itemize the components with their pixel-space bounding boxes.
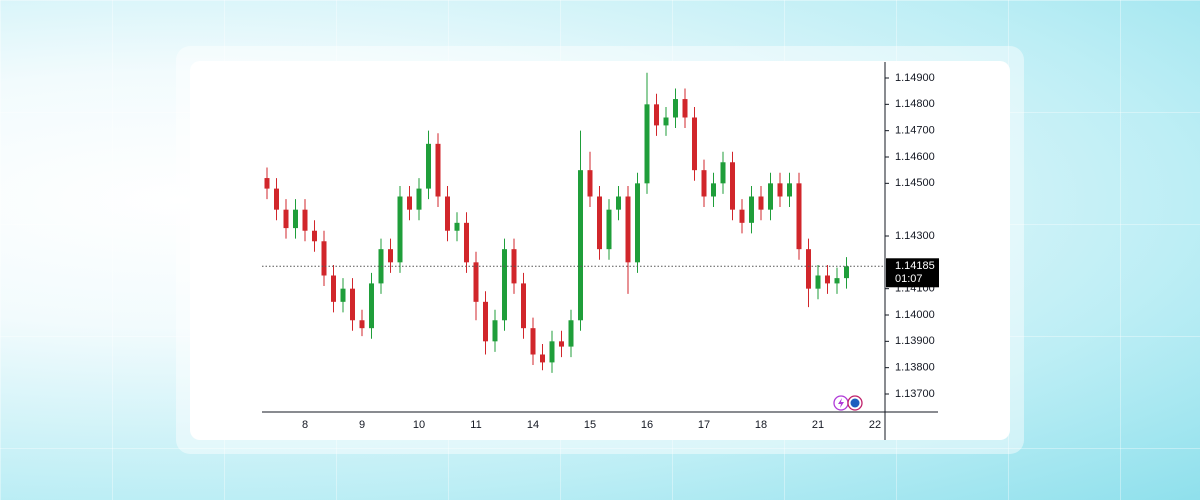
candle-body: [768, 183, 773, 210]
candle-body: [815, 275, 821, 289]
candle-body: [720, 162, 726, 184]
y-tick-label: 1.13800: [895, 362, 935, 374]
candle-body: [739, 209, 745, 223]
candle-body: [758, 196, 764, 210]
candle-body: [578, 170, 583, 321]
candle-body: [701, 170, 707, 197]
candle-body: [692, 117, 697, 171]
candle-body: [521, 283, 526, 329]
candle-body: [464, 222, 469, 263]
candle-body: [426, 143, 431, 189]
candle-body: [825, 275, 830, 284]
candle-body: [492, 320, 498, 342]
candle-body: [673, 99, 678, 118]
x-tick-label: 10: [413, 419, 425, 431]
last-price-label: 1.14185: [895, 260, 935, 272]
x-tick-label: 18: [755, 419, 767, 431]
y-tick-label: 1.14900: [895, 72, 935, 84]
y-tick-label: 1.14300: [895, 230, 935, 242]
candle-body: [435, 143, 441, 197]
x-tick-label: 17: [698, 419, 710, 431]
candle-body: [283, 209, 289, 229]
candle-body: [350, 288, 355, 321]
x-tick-label: 21: [812, 419, 824, 431]
candle-body: [274, 188, 279, 210]
candle-body: [597, 196, 602, 250]
candle-body: [806, 249, 811, 289]
candle-body: [416, 188, 422, 210]
candle-body: [473, 262, 479, 302]
candle-body: [549, 341, 555, 363]
candle-body: [682, 99, 688, 118]
x-tick-label: 14: [527, 419, 539, 431]
y-tick-label: 1.14600: [895, 151, 935, 163]
countdown-label: 01:07: [895, 273, 923, 285]
candle-body: [359, 320, 365, 329]
candle-body: [568, 320, 574, 347]
candle-body: [559, 341, 564, 347]
x-tick-label: 11: [470, 419, 481, 431]
x-tick-label: 22: [869, 419, 881, 431]
candle-body: [388, 249, 393, 263]
candle-body: [654, 104, 659, 126]
candle-body: [264, 178, 270, 189]
candle-body: [834, 278, 840, 284]
candle-body: [454, 222, 460, 231]
candle-body: [587, 170, 593, 197]
candle-body: [635, 183, 640, 263]
candle-body: [749, 196, 754, 223]
lightning-icon[interactable]: [833, 395, 849, 411]
candle-body: [530, 328, 536, 355]
candle-body: [407, 196, 412, 210]
y-tick-label: 1.13700: [895, 388, 935, 400]
y-tick-label: 1.14500: [895, 177, 935, 189]
candle-body: [644, 104, 650, 184]
logo-icon[interactable]: [847, 395, 863, 411]
candle-body: [730, 162, 735, 210]
candle-body: [844, 266, 849, 279]
candle-body: [616, 196, 621, 210]
candle-body: [777, 183, 783, 197]
y-tick-label: 1.14800: [895, 98, 935, 110]
candle-body: [397, 196, 403, 263]
candle-body: [293, 209, 298, 229]
candle-body: [796, 183, 802, 250]
x-tick-label: 15: [584, 419, 596, 431]
candle-body: [321, 241, 327, 276]
candle-body: [340, 288, 346, 302]
candle-body: [606, 209, 612, 250]
y-tick-label: 1.13900: [895, 335, 935, 347]
candle-body: [663, 117, 669, 126]
candle-body: [445, 196, 450, 231]
candle-body: [787, 183, 792, 197]
y-tick-label: 1.14700: [895, 125, 935, 137]
last-price-box: [886, 258, 939, 288]
candle-body: [711, 183, 716, 197]
candle-body: [540, 354, 545, 363]
candle-body: [625, 196, 631, 263]
x-tick-label: 9: [359, 419, 365, 431]
x-tick-label: 8: [302, 419, 308, 431]
candle-body: [312, 230, 317, 242]
y-tick-label: 1.14000: [895, 309, 935, 321]
x-tick-label: 16: [641, 419, 653, 431]
candle-body: [483, 301, 488, 342]
candle-body: [302, 209, 308, 231]
candle-body: [331, 275, 336, 302]
candle-body: [502, 249, 507, 321]
candle-body: [369, 283, 374, 329]
